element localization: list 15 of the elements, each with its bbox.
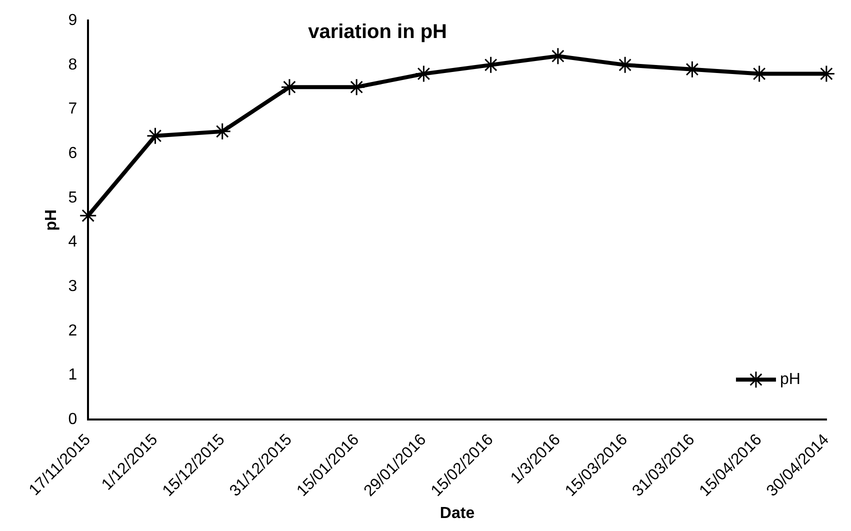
y-tick-label: 5 [68,189,78,206]
y-tick-label: 4 [68,234,78,251]
y-tick-label: 2 [68,322,78,340]
x-axis-title: Date [440,504,475,522]
y-tick-label: 1 [68,366,78,384]
y-tick-label: 9 [68,12,78,30]
y-axis-title: pH [43,209,60,231]
legend-label: pH [780,371,800,388]
y-tick-label: 8 [68,56,78,74]
y-tick-label: 6 [68,145,78,162]
y-tick-label: 7 [68,100,78,118]
point [549,47,567,65]
y-tick-label: 3 [68,278,78,296]
y-tick-label: 0 [68,411,78,428]
chart-title: variation in pH [308,21,448,44]
